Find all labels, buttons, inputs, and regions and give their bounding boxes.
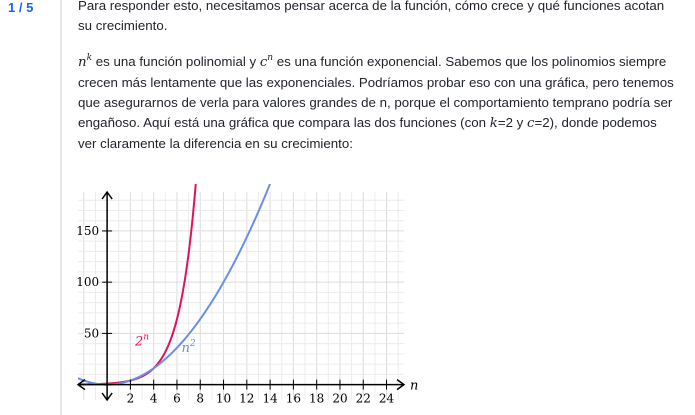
explanation-seg2: es una función exponencial. Sabemos que … [78,54,674,130]
x-tick-label: 22 [356,392,371,405]
math-n-exponent: n [267,53,274,63]
x-axis-arrow-right [396,379,406,391]
y-tick-label: 100 [76,275,99,289]
x-tick-label: 6 [173,392,181,405]
x-tick-label: 8 [196,392,204,405]
x-tick-label: 24 [379,392,395,405]
series-label-base: 2 [134,335,143,350]
x-tick-label: 16 [286,392,301,405]
x-tick-label: 18 [309,392,324,405]
y-tick-label: 150 [76,224,99,238]
chart-curves [78,184,272,386]
x-tick-label: 12 [239,392,254,405]
series-label-base: n [182,341,190,356]
explanation-seg4: =2), donde podemos ver claramente la dif… [78,115,657,151]
math-k: k [489,116,498,131]
x-tick-label: 2 [127,392,135,405]
chart-grid [78,192,404,400]
step-counter: 1 / 5 [8,0,34,15]
series-label-exponent: 2 [189,339,196,349]
math-n: n [78,55,87,70]
explanation-seg3: =2 y [497,115,528,130]
series-label-exponent: n [143,333,149,343]
x-tick-label: 14 [262,392,278,405]
series-label-0: 2n [134,333,149,350]
math-c: c [259,55,268,70]
step-rail [60,0,62,415]
x-axis-arrow-left [76,379,86,391]
series-label-1: n2 [182,339,196,356]
math-k-exponent: k [86,53,93,63]
y-axis-arrow-top [101,190,113,200]
y-tick-label: 50 [84,326,99,340]
y-axis-arrow-bottom [101,392,113,402]
series-line-1 [78,184,272,386]
x-axis-label: n [410,379,418,394]
x-tick-label: 4 [150,392,158,405]
explanation-paragraph: nk es una función polinomial y cn es una… [78,52,678,154]
math-c2: c [527,116,535,131]
explanation-seg1: es una función polinomial y [92,54,260,69]
intro-paragraph: Para responder esto, necesitamos pensar … [78,0,665,33]
x-tick-label: 10 [216,392,231,405]
x-tick-label: 20 [332,392,347,405]
